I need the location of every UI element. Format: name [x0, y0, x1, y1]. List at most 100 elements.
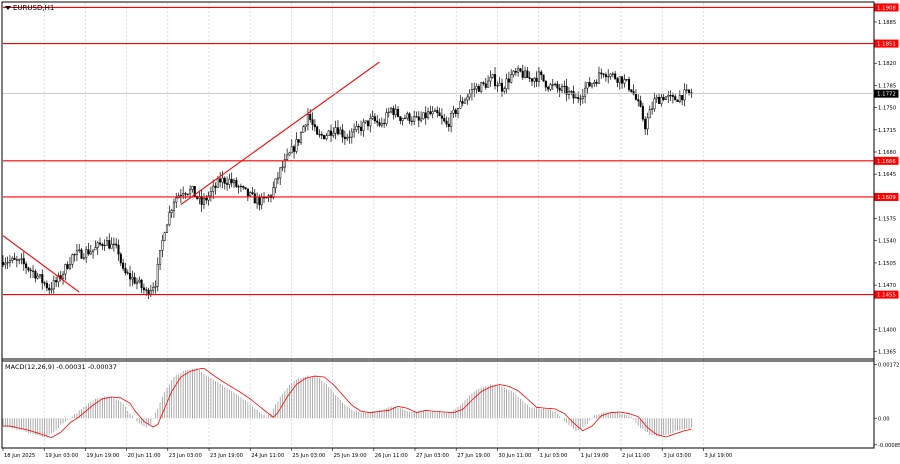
candle[interactable]	[480, 81, 483, 94]
candle[interactable]	[36, 272, 39, 280]
candle[interactable]	[48, 283, 51, 295]
candle[interactable]	[450, 110, 453, 133]
candle[interactable]	[542, 74, 545, 82]
candle[interactable]	[156, 257, 159, 292]
candle[interactable]	[191, 185, 194, 193]
candle[interactable]	[433, 107, 437, 112]
candle[interactable]	[281, 160, 284, 172]
candle[interactable]	[447, 117, 450, 132]
candle[interactable]	[8, 255, 11, 268]
candle[interactable]	[212, 179, 215, 200]
candle[interactable]	[618, 76, 621, 90]
candle[interactable]	[482, 81, 485, 86]
candle[interactable]	[429, 105, 432, 116]
candle[interactable]	[507, 71, 510, 90]
candle[interactable]	[172, 198, 175, 218]
candle[interactable]	[517, 65, 520, 77]
candle[interactable]	[239, 183, 242, 192]
candle[interactable]	[22, 251, 25, 271]
candle[interactable]	[653, 92, 656, 112]
candle[interactable]	[235, 177, 238, 188]
candle[interactable]	[683, 83, 686, 107]
candle[interactable]	[454, 108, 457, 118]
candle[interactable]	[85, 245, 88, 264]
candle[interactable]	[82, 253, 85, 261]
candle[interactable]	[403, 114, 406, 120]
candle[interactable]	[505, 73, 508, 94]
candle[interactable]	[387, 107, 390, 118]
candle[interactable]	[424, 106, 427, 125]
candle[interactable]	[290, 139, 293, 154]
candle[interactable]	[491, 73, 494, 79]
candle[interactable]	[644, 116, 647, 135]
candle[interactable]	[320, 131, 323, 140]
candle[interactable]	[71, 253, 74, 268]
candle[interactable]	[664, 96, 668, 100]
candle[interactable]	[1, 255, 5, 268]
candle[interactable]	[410, 116, 413, 126]
candle[interactable]	[669, 90, 672, 102]
candle[interactable]	[657, 93, 661, 104]
candle[interactable]	[445, 116, 448, 128]
candle[interactable]	[52, 275, 55, 294]
candle[interactable]	[514, 67, 517, 76]
candle[interactable]	[611, 71, 614, 78]
candle[interactable]	[540, 69, 543, 80]
candle[interactable]	[621, 75, 624, 89]
candle[interactable]	[676, 99, 679, 102]
candle[interactable]	[579, 94, 582, 106]
candle[interactable]	[399, 116, 402, 125]
candle[interactable]	[463, 97, 467, 104]
candle[interactable]	[64, 263, 67, 281]
candle[interactable]	[512, 69, 515, 78]
candle[interactable]	[279, 167, 282, 185]
candle[interactable]	[385, 108, 388, 127]
candle[interactable]	[38, 273, 42, 279]
candle[interactable]	[68, 256, 72, 271]
candle[interactable]	[306, 108, 309, 131]
candle[interactable]	[614, 70, 617, 81]
candle[interactable]	[87, 242, 90, 256]
candle[interactable]	[443, 113, 446, 123]
candle[interactable]	[304, 124, 307, 132]
candle[interactable]	[124, 262, 127, 276]
candle[interactable]	[524, 66, 527, 79]
candle[interactable]	[487, 75, 490, 88]
candle[interactable]	[600, 68, 603, 79]
candle[interactable]	[660, 93, 663, 107]
candle[interactable]	[493, 66, 497, 90]
candle[interactable]	[396, 106, 400, 118]
candle[interactable]	[246, 188, 249, 202]
trendlines[interactable]	[2, 61, 380, 293]
candle[interactable]	[13, 252, 16, 261]
candle[interactable]	[549, 82, 552, 92]
candle[interactable]	[332, 127, 335, 138]
candle[interactable]	[159, 250, 162, 271]
candle[interactable]	[94, 240, 97, 251]
candle[interactable]	[630, 89, 633, 93]
candle[interactable]	[616, 76, 619, 88]
candle[interactable]	[667, 91, 670, 103]
candle[interactable]	[101, 242, 104, 250]
candle[interactable]	[602, 73, 605, 78]
candle[interactable]	[202, 193, 206, 209]
candle[interactable]	[422, 112, 425, 120]
candle[interactable]	[378, 118, 381, 128]
candle[interactable]	[519, 67, 522, 73]
candle[interactable]	[237, 184, 240, 194]
candle[interactable]	[648, 105, 651, 119]
candle[interactable]	[364, 120, 367, 124]
candle[interactable]	[219, 172, 222, 188]
candle[interactable]	[327, 129, 330, 137]
candle[interactable]	[50, 282, 53, 294]
candle[interactable]	[390, 106, 393, 114]
candle[interactable]	[475, 83, 478, 94]
candle[interactable]	[440, 108, 443, 125]
candle[interactable]	[302, 125, 305, 133]
candle[interactable]	[662, 93, 665, 102]
candle[interactable]	[346, 133, 349, 141]
candle[interactable]	[426, 107, 430, 120]
candle[interactable]	[498, 77, 501, 86]
candle[interactable]	[551, 78, 554, 90]
